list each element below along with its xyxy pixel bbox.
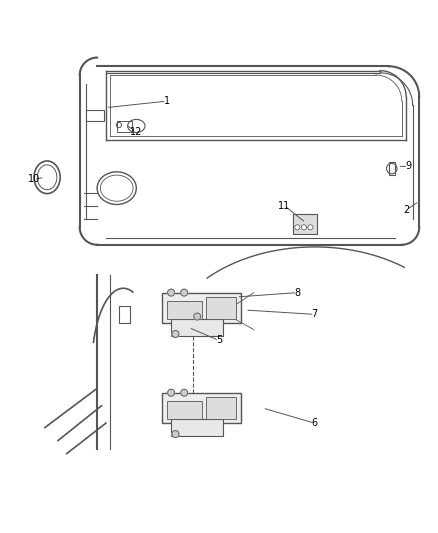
Text: 5: 5 <box>216 335 222 345</box>
Text: 10: 10 <box>28 174 40 184</box>
Bar <box>167 401 201 419</box>
Bar <box>206 297 237 319</box>
Bar <box>117 120 132 132</box>
Text: 1: 1 <box>164 96 170 106</box>
Bar <box>293 214 317 234</box>
Bar <box>206 397 237 419</box>
Text: 9: 9 <box>405 161 411 172</box>
Circle shape <box>301 225 307 230</box>
Text: 11: 11 <box>278 200 290 211</box>
Circle shape <box>194 313 201 320</box>
Bar <box>86 110 104 120</box>
Text: 8: 8 <box>294 288 300 297</box>
Bar <box>162 293 241 323</box>
Circle shape <box>181 389 187 396</box>
Bar <box>171 419 223 436</box>
Bar <box>389 162 395 175</box>
Circle shape <box>181 289 187 296</box>
Circle shape <box>295 225 300 230</box>
Text: 7: 7 <box>311 309 318 319</box>
Bar <box>119 305 130 323</box>
Text: 2: 2 <box>403 205 409 215</box>
Bar <box>162 393 241 423</box>
Circle shape <box>168 289 175 296</box>
Text: 12: 12 <box>130 126 142 136</box>
Bar <box>167 301 201 319</box>
Bar <box>171 319 223 336</box>
Circle shape <box>172 431 179 438</box>
Circle shape <box>308 225 313 230</box>
Text: 6: 6 <box>312 418 318 428</box>
Circle shape <box>172 330 179 337</box>
Circle shape <box>168 389 175 396</box>
